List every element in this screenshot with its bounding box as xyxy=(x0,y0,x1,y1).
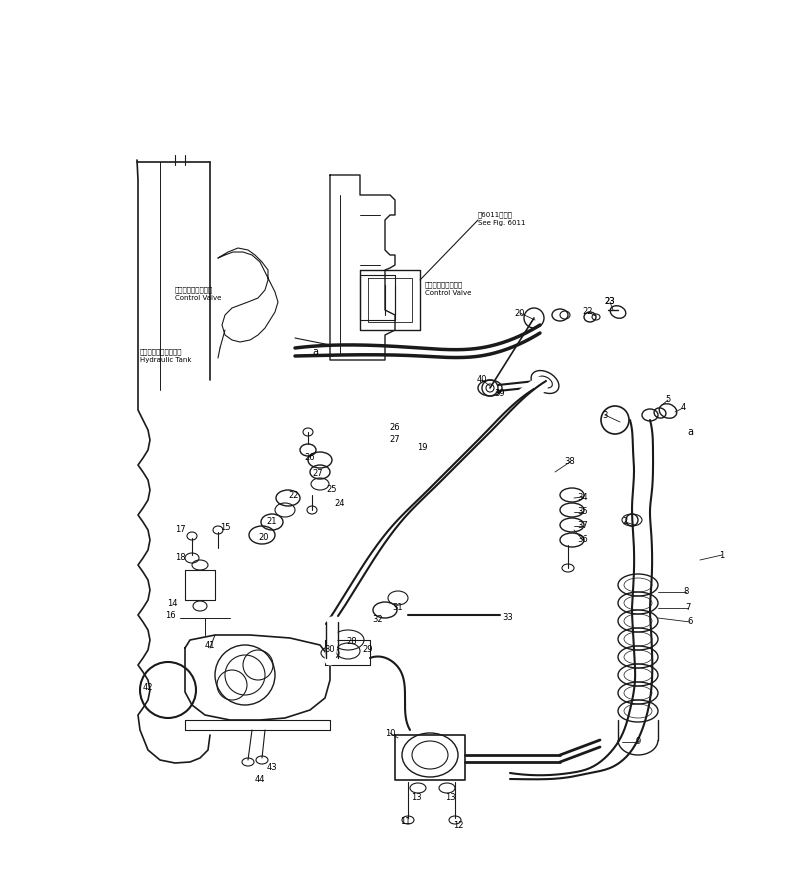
Text: 11: 11 xyxy=(399,817,410,827)
Text: 22: 22 xyxy=(583,307,593,317)
Text: 3: 3 xyxy=(603,410,607,420)
Text: 36: 36 xyxy=(577,535,588,545)
Text: 32: 32 xyxy=(372,615,384,624)
Text: 16: 16 xyxy=(164,611,175,621)
Text: 28: 28 xyxy=(347,637,357,647)
Text: 22: 22 xyxy=(289,491,299,500)
Text: 27: 27 xyxy=(313,469,323,478)
Text: 15: 15 xyxy=(220,524,230,533)
Text: 21: 21 xyxy=(267,518,277,526)
Text: Hydraulic Tank: Hydraulic Tank xyxy=(140,357,191,363)
Text: Control Valve: Control Valve xyxy=(425,290,472,296)
Text: 2: 2 xyxy=(622,518,627,526)
Text: 8: 8 xyxy=(684,588,688,596)
Text: 30: 30 xyxy=(325,645,335,655)
Text: Control Valve: Control Valve xyxy=(175,295,222,301)
Text: 37: 37 xyxy=(577,521,588,531)
Text: 27: 27 xyxy=(390,436,400,444)
Text: 第6011図参照: 第6011図参照 xyxy=(478,211,513,218)
Text: 26: 26 xyxy=(390,423,400,432)
Text: 24: 24 xyxy=(335,498,345,507)
Text: 44: 44 xyxy=(255,775,265,785)
Text: 35: 35 xyxy=(578,507,588,517)
Text: 6: 6 xyxy=(688,617,692,627)
Text: 20: 20 xyxy=(259,533,269,542)
Text: 23: 23 xyxy=(605,298,615,306)
Text: 40: 40 xyxy=(476,375,488,384)
Text: コントロールバルブ: コントロールバルブ xyxy=(175,286,214,293)
Text: See Fig. 6011: See Fig. 6011 xyxy=(478,220,526,226)
Text: 9: 9 xyxy=(635,738,641,746)
Text: 14: 14 xyxy=(167,600,177,608)
Text: 41: 41 xyxy=(205,641,215,650)
Text: 25: 25 xyxy=(327,485,337,494)
Text: 38: 38 xyxy=(565,457,576,466)
Text: 20: 20 xyxy=(515,308,526,318)
Text: 43: 43 xyxy=(267,764,277,773)
Text: 39: 39 xyxy=(495,388,505,397)
Text: 23: 23 xyxy=(605,298,615,306)
Text: 34: 34 xyxy=(578,492,588,501)
Text: a: a xyxy=(687,427,693,437)
Text: 7: 7 xyxy=(685,603,691,613)
Text: 18: 18 xyxy=(175,553,185,562)
Text: 17: 17 xyxy=(175,526,185,534)
Text: 33: 33 xyxy=(503,614,514,622)
Text: 10: 10 xyxy=(385,728,395,738)
Text: 1: 1 xyxy=(719,551,725,560)
Text: 13: 13 xyxy=(445,794,455,802)
Text: 42: 42 xyxy=(143,684,153,692)
Text: 4: 4 xyxy=(680,403,686,413)
Text: 5: 5 xyxy=(665,395,671,404)
Text: 26: 26 xyxy=(305,453,315,463)
Text: 19: 19 xyxy=(417,443,427,452)
Text: 12: 12 xyxy=(453,821,463,829)
Text: a: a xyxy=(312,347,318,357)
Text: 29: 29 xyxy=(363,645,373,655)
Text: コントロールバルブ: コントロールバルブ xyxy=(425,282,463,288)
Text: 31: 31 xyxy=(393,603,403,613)
Text: 13: 13 xyxy=(410,794,422,802)
Text: ハイドロリックタンク: ハイドロリックタンク xyxy=(140,348,183,355)
